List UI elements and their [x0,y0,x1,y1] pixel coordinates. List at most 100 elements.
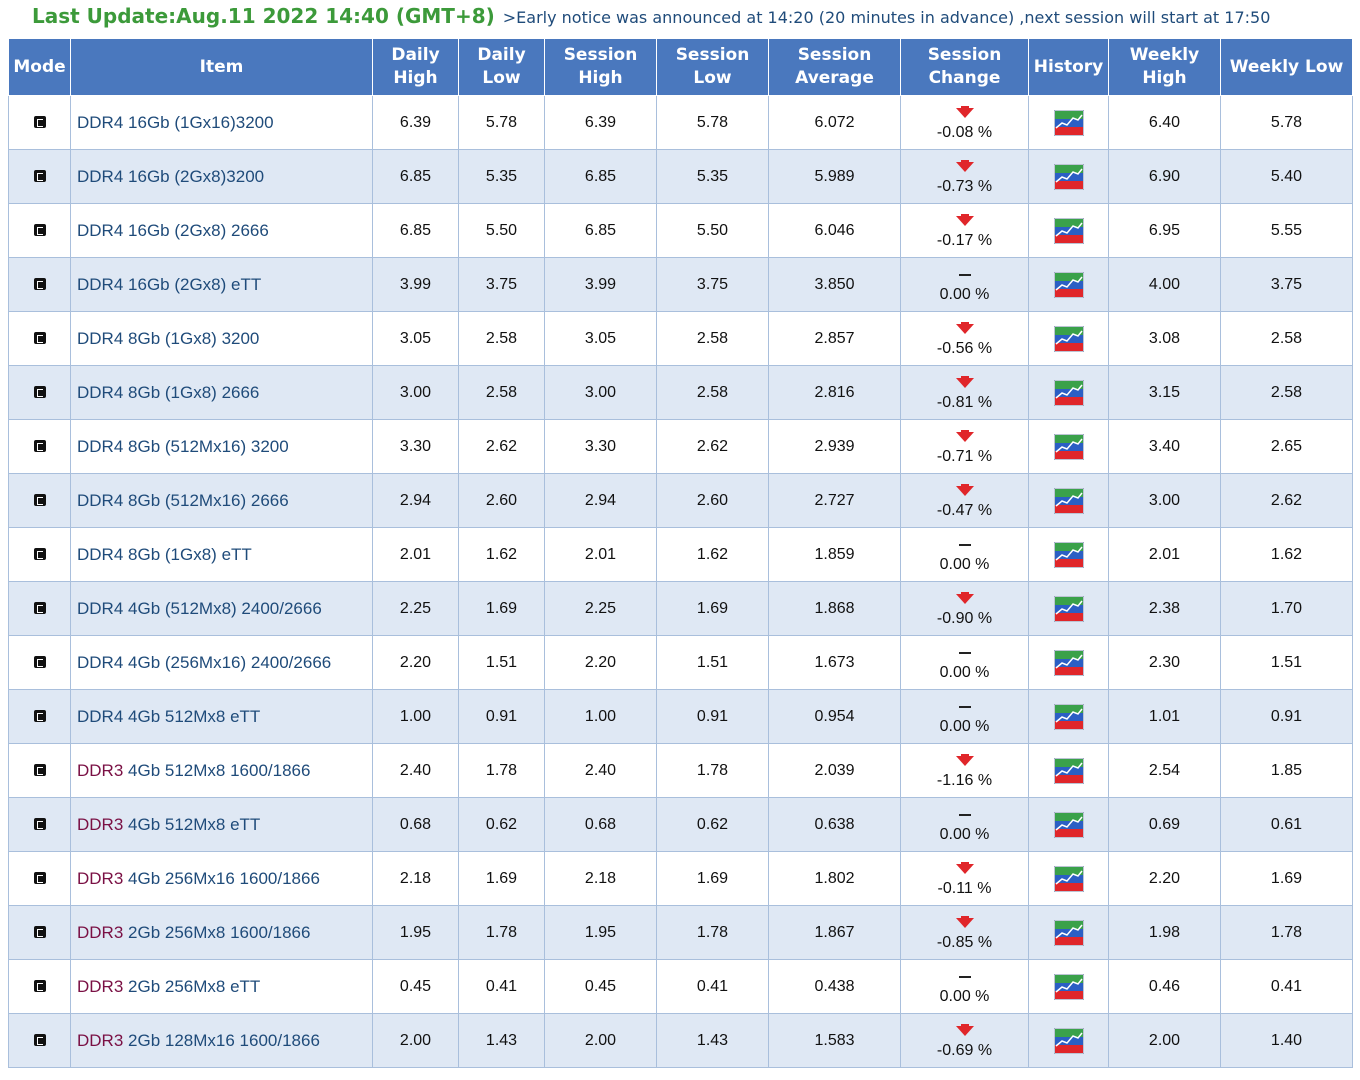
item-cell[interactable]: DDR4 8Gb (1Gx8) 2666 [70,365,373,420]
col-header-session-high[interactable]: Session High [544,38,657,96]
mode-c-icon[interactable] [33,602,46,615]
mode-c-icon[interactable] [33,926,46,939]
item-generation[interactable]: DDR4 [77,652,124,672]
mode-c-icon[interactable] [33,548,46,561]
history-chart-icon[interactable] [1053,541,1084,568]
item-spec-link[interactable]: 4Gb 512Mx8 eTT [128,706,261,726]
item-cell[interactable]: DDR4 16Gb (2Gx8)3200 [70,149,373,204]
col-header-item[interactable]: Item [70,38,373,96]
col-header-session-average[interactable]: Session Average [768,38,901,96]
mode-c-icon[interactable] [33,818,46,831]
item-cell[interactable]: DDR3 4Gb 512Mx8 eTT [70,797,373,852]
item-spec-link[interactable]: 16Gb (2Gx8)3200 [128,166,265,186]
mode-c-icon[interactable] [33,764,46,777]
item-spec-link[interactable]: 16Gb (2Gx8) eTT [128,274,262,294]
history-chart-icon[interactable] [1053,757,1084,784]
mode-c-icon[interactable] [33,656,46,669]
item-cell[interactable]: DDR3 2Gb 128Mx16 1600/1866 [70,1013,373,1068]
col-header-session-low[interactable]: Session Low [656,38,769,96]
item-spec-link[interactable]: 4Gb (256Mx16) 2400/2666 [128,652,332,672]
item-spec-link[interactable]: 8Gb (1Gx8) eTT [128,544,252,564]
mode-c-icon[interactable] [33,224,46,237]
item-generation[interactable]: DDR4 [77,274,124,294]
mode-c-icon[interactable] [33,332,46,345]
col-header-session-change[interactable]: Session Change [900,38,1029,96]
col-header-mode[interactable]: Mode [8,38,71,96]
mode-c-icon[interactable] [33,710,46,723]
item-spec-link[interactable]: 8Gb (512Mx16) 3200 [128,436,289,456]
item-spec-link[interactable]: 2Gb 256Mx8 1600/1866 [128,922,311,942]
item-spec-link[interactable]: 4Gb (512Mx8) 2400/2666 [128,598,322,618]
col-header-history[interactable]: History [1028,38,1109,96]
history-chart-icon[interactable] [1053,595,1084,622]
history-chart-icon[interactable] [1053,1027,1084,1054]
item-generation[interactable]: DDR4 [77,544,124,564]
item-cell[interactable]: DDR4 4Gb 512Mx8 eTT [70,689,373,744]
mode-c-icon[interactable] [33,872,46,885]
item-generation[interactable]: DDR3 [77,976,124,996]
history-chart-icon[interactable] [1053,217,1084,244]
item-generation[interactable]: DDR4 [77,112,124,132]
mode-c-icon[interactable] [33,1034,46,1047]
item-cell[interactable]: DDR4 16Gb (2Gx8) 2666 [70,203,373,258]
item-generation[interactable]: DDR4 [77,328,124,348]
history-chart-icon[interactable] [1053,163,1084,190]
history-chart-icon[interactable] [1053,865,1084,892]
col-header-daily-high[interactable]: Daily High [372,38,459,96]
mode-c-icon[interactable] [33,494,46,507]
item-spec-link[interactable]: 8Gb (512Mx16) 2666 [128,490,289,510]
item-spec-link[interactable]: 2Gb 256Mx8 eTT [128,976,261,996]
item-spec-link[interactable]: 4Gb 512Mx8 1600/1866 [128,760,311,780]
history-chart-icon[interactable] [1053,433,1084,460]
item-generation[interactable]: DDR3 [77,922,124,942]
item-generation[interactable]: DDR4 [77,598,124,618]
history-chart-icon[interactable] [1053,487,1084,514]
item-spec-link[interactable]: 4Gb 512Mx8 eTT [128,814,261,834]
item-cell[interactable]: DDR3 4Gb 512Mx8 1600/1866 [70,743,373,798]
mode-c-icon[interactable] [33,116,46,129]
col-header-daily-low[interactable]: Daily Low [458,38,545,96]
item-generation[interactable]: DDR4 [77,382,124,402]
history-chart-icon[interactable] [1053,325,1084,352]
history-chart-icon[interactable] [1053,919,1084,946]
history-chart-icon[interactable] [1053,811,1084,838]
mode-c-icon[interactable] [33,278,46,291]
history-chart-icon[interactable] [1053,973,1084,1000]
mode-c-icon[interactable] [33,980,46,993]
item-generation[interactable]: DDR4 [77,706,124,726]
item-cell[interactable]: DDR4 8Gb (512Mx16) 3200 [70,419,373,474]
item-generation[interactable]: DDR4 [77,490,124,510]
item-cell[interactable]: DDR3 4Gb 256Mx16 1600/1866 [70,851,373,906]
item-spec-link[interactable]: 8Gb (1Gx8) 2666 [128,382,260,402]
col-header-weekly-high[interactable]: Weekly High [1108,38,1221,96]
mode-c-icon[interactable] [33,386,46,399]
history-chart-icon[interactable] [1053,379,1084,406]
item-spec-link[interactable]: 16Gb (2Gx8) 2666 [128,220,269,240]
history-chart-icon[interactable] [1053,109,1084,136]
mode-c-icon[interactable] [33,170,46,183]
history-chart-icon[interactable] [1053,649,1084,676]
col-header-weekly-low[interactable]: Weekly Low [1220,38,1353,96]
item-cell[interactable]: DDR4 8Gb (1Gx8) 3200 [70,311,373,366]
item-spec-link[interactable]: 16Gb (1Gx16)3200 [128,112,274,132]
item-cell[interactable]: DDR4 16Gb (2Gx8) eTT [70,257,373,312]
history-chart-icon[interactable] [1053,703,1084,730]
item-spec-link[interactable]: 2Gb 128Mx16 1600/1866 [128,1030,320,1050]
item-cell[interactable]: DDR4 4Gb (256Mx16) 2400/2666 [70,635,373,690]
item-generation[interactable]: DDR3 [77,1030,124,1050]
item-generation[interactable]: DDR4 [77,220,124,240]
item-generation[interactable]: DDR3 [77,760,124,780]
item-spec-link[interactable]: 8Gb (1Gx8) 3200 [128,328,260,348]
item-cell[interactable]: DDR4 16Gb (1Gx16)3200 [70,95,373,150]
item-generation[interactable]: DDR3 [77,868,124,888]
item-cell[interactable]: DDR3 2Gb 256Mx8 1600/1866 [70,905,373,960]
mode-c-icon[interactable] [33,440,46,453]
item-generation[interactable]: DDR3 [77,814,124,834]
item-cell[interactable]: DDR4 8Gb (512Mx16) 2666 [70,473,373,528]
item-generation[interactable]: DDR4 [77,436,124,456]
item-cell[interactable]: DDR4 4Gb (512Mx8) 2400/2666 [70,581,373,636]
item-spec-link[interactable]: 4Gb 256Mx16 1600/1866 [128,868,320,888]
item-generation[interactable]: DDR4 [77,166,124,186]
history-chart-icon[interactable] [1053,271,1084,298]
item-cell[interactable]: DDR3 2Gb 256Mx8 eTT [70,959,373,1014]
